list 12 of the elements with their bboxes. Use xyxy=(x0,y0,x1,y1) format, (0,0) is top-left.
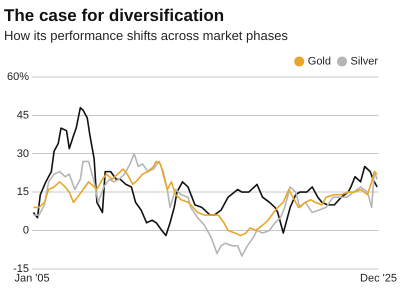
legend-label: Silver xyxy=(350,56,378,68)
x-tick-label: Dec '25 xyxy=(360,272,397,284)
y-tick-label: 15 xyxy=(16,186,30,198)
y-tick-label: 60% xyxy=(6,71,30,84)
legend-label: Gold xyxy=(308,56,332,68)
y-tick-label: 30 xyxy=(16,148,30,160)
chart-subtitle: How its performance shifts across market phases xyxy=(4,28,288,43)
y-tick-label: 0 xyxy=(22,224,30,236)
y-tick-label: 45 xyxy=(16,109,30,122)
x-tick-label: Jan '05 xyxy=(14,272,50,284)
y-tick-label: -15 xyxy=(13,262,30,275)
chart-title: The case for diversification xyxy=(4,6,224,25)
